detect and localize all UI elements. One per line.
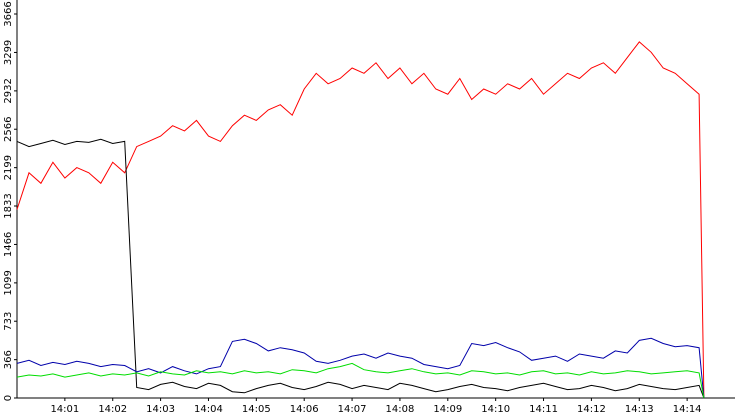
x-tick-label: 14:03 <box>146 404 175 415</box>
y-tick-label: 733 <box>3 312 14 331</box>
x-tick-label: 14:09 <box>433 404 462 415</box>
x-tick-label: 14:02 <box>98 404 127 415</box>
x-tick-label: 14:05 <box>242 404 271 415</box>
x-tick-label: 14:01 <box>50 404 79 415</box>
y-tick-label: 1099 <box>3 270 14 295</box>
y-tick-label: 0 <box>3 395 14 401</box>
x-tick-label: 14:14 <box>673 404 702 415</box>
x-tick-label: 14:04 <box>194 404 223 415</box>
x-tick-label: 14:07 <box>338 404 367 415</box>
y-tick-label: 2566 <box>3 116 14 141</box>
y-tick-label: 2932 <box>3 78 14 103</box>
series-line <box>16 362 705 399</box>
y-tick-label: 366 <box>3 350 14 369</box>
y-tick-label: 3666 <box>3 1 14 26</box>
x-tick-label: 14:08 <box>386 404 415 415</box>
x-tick-label: 14:12 <box>577 404 606 415</box>
y-tick-label: 2199 <box>3 155 14 180</box>
series-line <box>16 138 705 399</box>
x-tick-label: 14:13 <box>625 404 654 415</box>
y-tick-label: 1833 <box>3 193 14 218</box>
x-tick-label: 14:06 <box>290 404 319 415</box>
y-tick-label: 1466 <box>3 232 14 257</box>
x-tick-label: 14:10 <box>481 404 510 415</box>
series-line <box>16 41 705 399</box>
series-line <box>16 337 705 399</box>
y-tick-label: 3299 <box>3 40 14 65</box>
x-tick-label: 14:11 <box>529 404 558 415</box>
